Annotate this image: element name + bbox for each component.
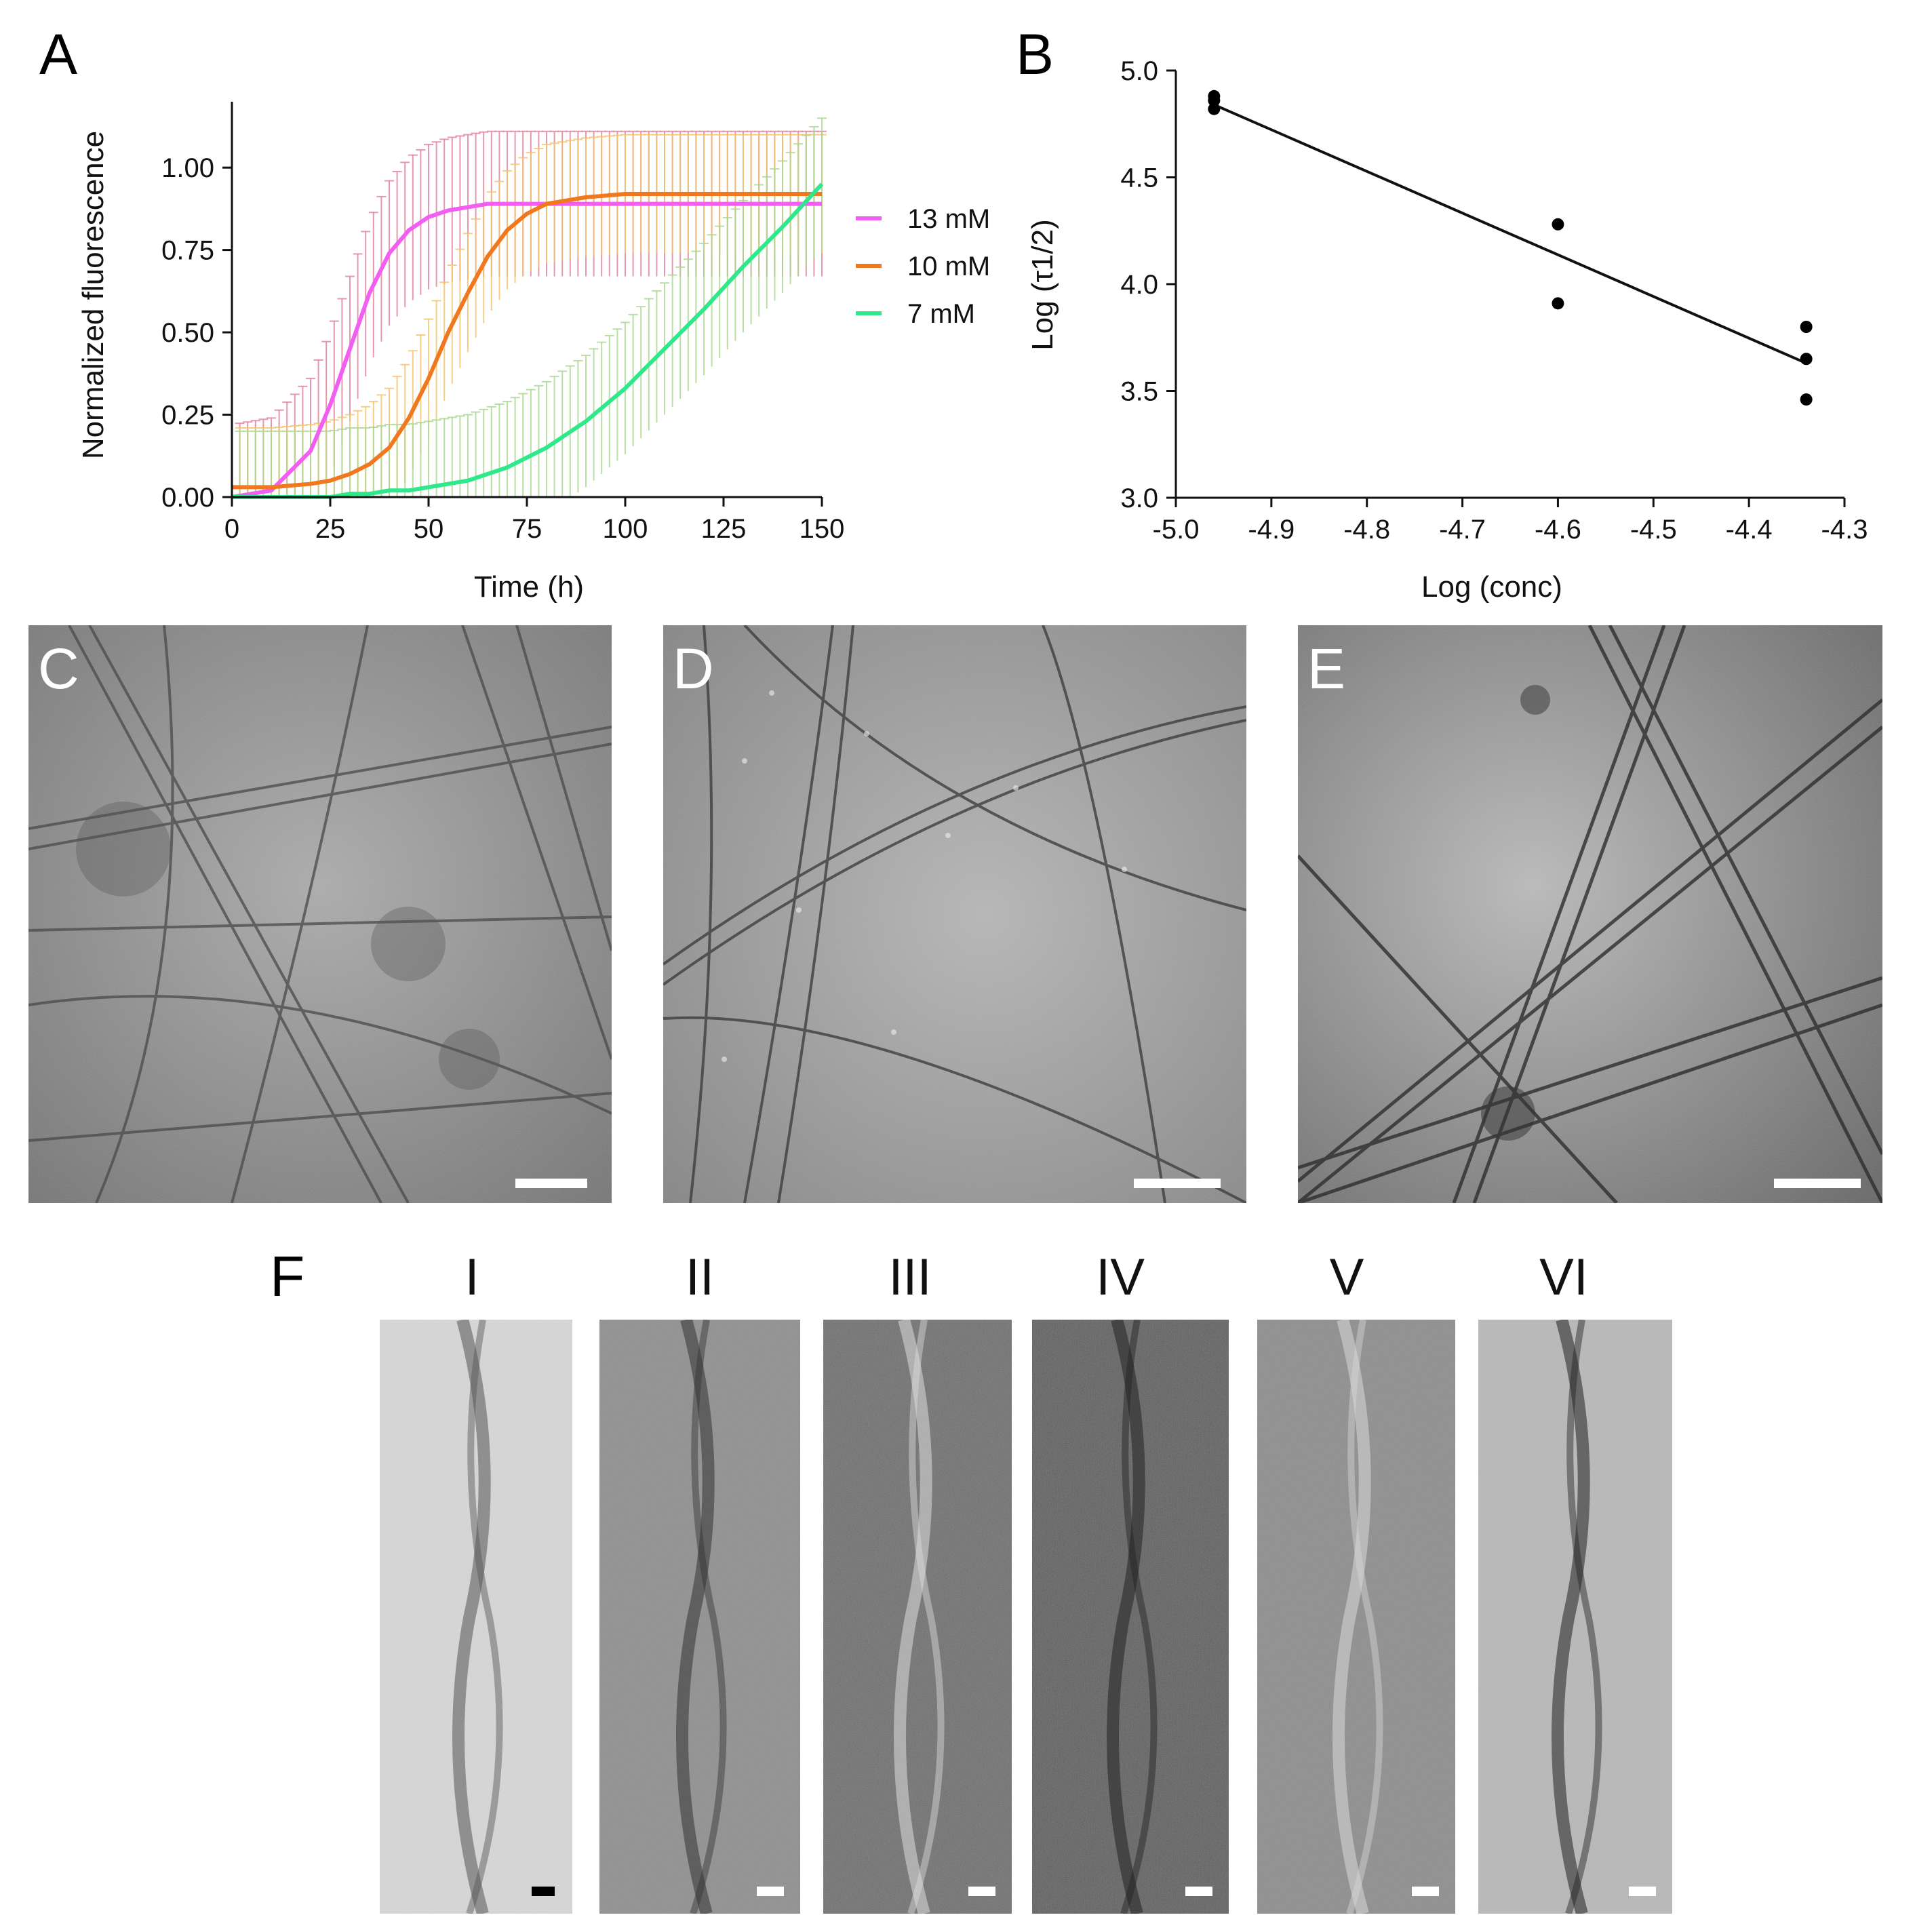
chart-a: 0 25 50 75 100 125 150 0.00 0.25 0.50 0.75 1.00 13 … xyxy=(77,102,990,604)
x-tick-label-a: 50 xyxy=(414,514,444,544)
y-tick-label-b: 5.0 xyxy=(1120,56,1158,86)
panel-label-b: B xyxy=(1016,22,1054,86)
panel-label-a: A xyxy=(39,22,78,86)
y-tick-label-b: 4.5 xyxy=(1120,163,1158,193)
x-tick-label-b: -4.5 xyxy=(1630,515,1677,545)
y-tick-label-a: 0.25 xyxy=(161,401,214,431)
data-point xyxy=(1800,353,1813,366)
series-line xyxy=(232,192,822,490)
x-tick-label-a: 75 xyxy=(512,514,542,544)
y-axis-label-b: Log (τ1/2) xyxy=(1026,219,1059,351)
micrograph-c: C xyxy=(28,625,612,1203)
fibril-strip xyxy=(1478,1320,1672,1914)
x-axis-label-a: Time (h) xyxy=(474,570,584,604)
y-tick-label-b: 3.5 xyxy=(1120,377,1158,407)
x-tick-label-b: -4.8 xyxy=(1343,515,1390,545)
data-point xyxy=(1800,393,1813,406)
legend-label: 7 mM xyxy=(907,299,975,329)
y-tick-label-a: 0.00 xyxy=(161,483,214,513)
x-tick-label-a: 25 xyxy=(315,514,346,544)
series-line xyxy=(231,201,822,499)
data-point xyxy=(1208,94,1221,107)
x-tick-label-b: -4.3 xyxy=(1821,515,1868,545)
sublabel-iv: IV xyxy=(1096,1248,1145,1306)
panel-label-f: F xyxy=(270,1244,305,1308)
x-tick-label-b: -4.9 xyxy=(1248,515,1295,545)
x-tick-label-b: -4.6 xyxy=(1535,515,1581,545)
y-tick-label-b: 3.0 xyxy=(1120,484,1158,513)
legend-label: 13 mM xyxy=(907,204,990,234)
sublabel-vi: VI xyxy=(1539,1248,1588,1306)
x-tick-label-a: 100 xyxy=(603,514,648,544)
data-point xyxy=(1800,321,1813,333)
micrograph-d: D xyxy=(663,625,1246,1203)
y-tick-label-a: 0.75 xyxy=(161,236,214,266)
x-tick-label-a: 150 xyxy=(799,514,845,544)
y-axis-label-a: Normalized fluorescence xyxy=(77,131,110,459)
x-tick-label-a: 125 xyxy=(701,514,747,544)
fibril-strip xyxy=(1032,1320,1229,1914)
panel-label-e: E xyxy=(1307,637,1346,701)
data-point xyxy=(1552,218,1564,231)
panel-label-c: C xyxy=(38,637,79,701)
sublabel-iii: III xyxy=(888,1248,932,1306)
series-line xyxy=(232,182,824,499)
x-tick-label-b: -5.0 xyxy=(1153,515,1200,545)
fibril-strip xyxy=(380,1320,572,1914)
fibril-strip xyxy=(1257,1320,1455,1914)
data-point xyxy=(1208,102,1221,115)
x-tick-label-b: -4.4 xyxy=(1726,515,1773,545)
y-tick-label-b: 4.0 xyxy=(1120,270,1158,300)
y-tick-label-a: 0.50 xyxy=(161,318,214,348)
x-tick-label-b: -4.7 xyxy=(1439,515,1486,545)
sublabel-i: I xyxy=(465,1248,479,1306)
data-point xyxy=(1552,297,1564,310)
fibril-strip xyxy=(823,1320,1012,1914)
panel-label-d: D xyxy=(673,637,714,701)
x-tick-label-a: 0 xyxy=(224,514,239,544)
regression-line xyxy=(1213,103,1807,365)
micrograph-e: E xyxy=(1298,625,1882,1203)
sublabel-ii: II xyxy=(685,1248,715,1306)
chart-b: -5.0 -4.9 -4.8 -4.7 -4.6 -4.5 -4.4 -4.3 3.0 3.5 4.… xyxy=(1026,56,1868,604)
sublabel-v: V xyxy=(1329,1248,1364,1306)
legend-label: 10 mM xyxy=(907,252,990,281)
fibril-strip xyxy=(599,1320,800,1914)
x-axis-label-b: Log (conc) xyxy=(1421,570,1562,604)
y-tick-label-a: 1.00 xyxy=(161,153,214,183)
